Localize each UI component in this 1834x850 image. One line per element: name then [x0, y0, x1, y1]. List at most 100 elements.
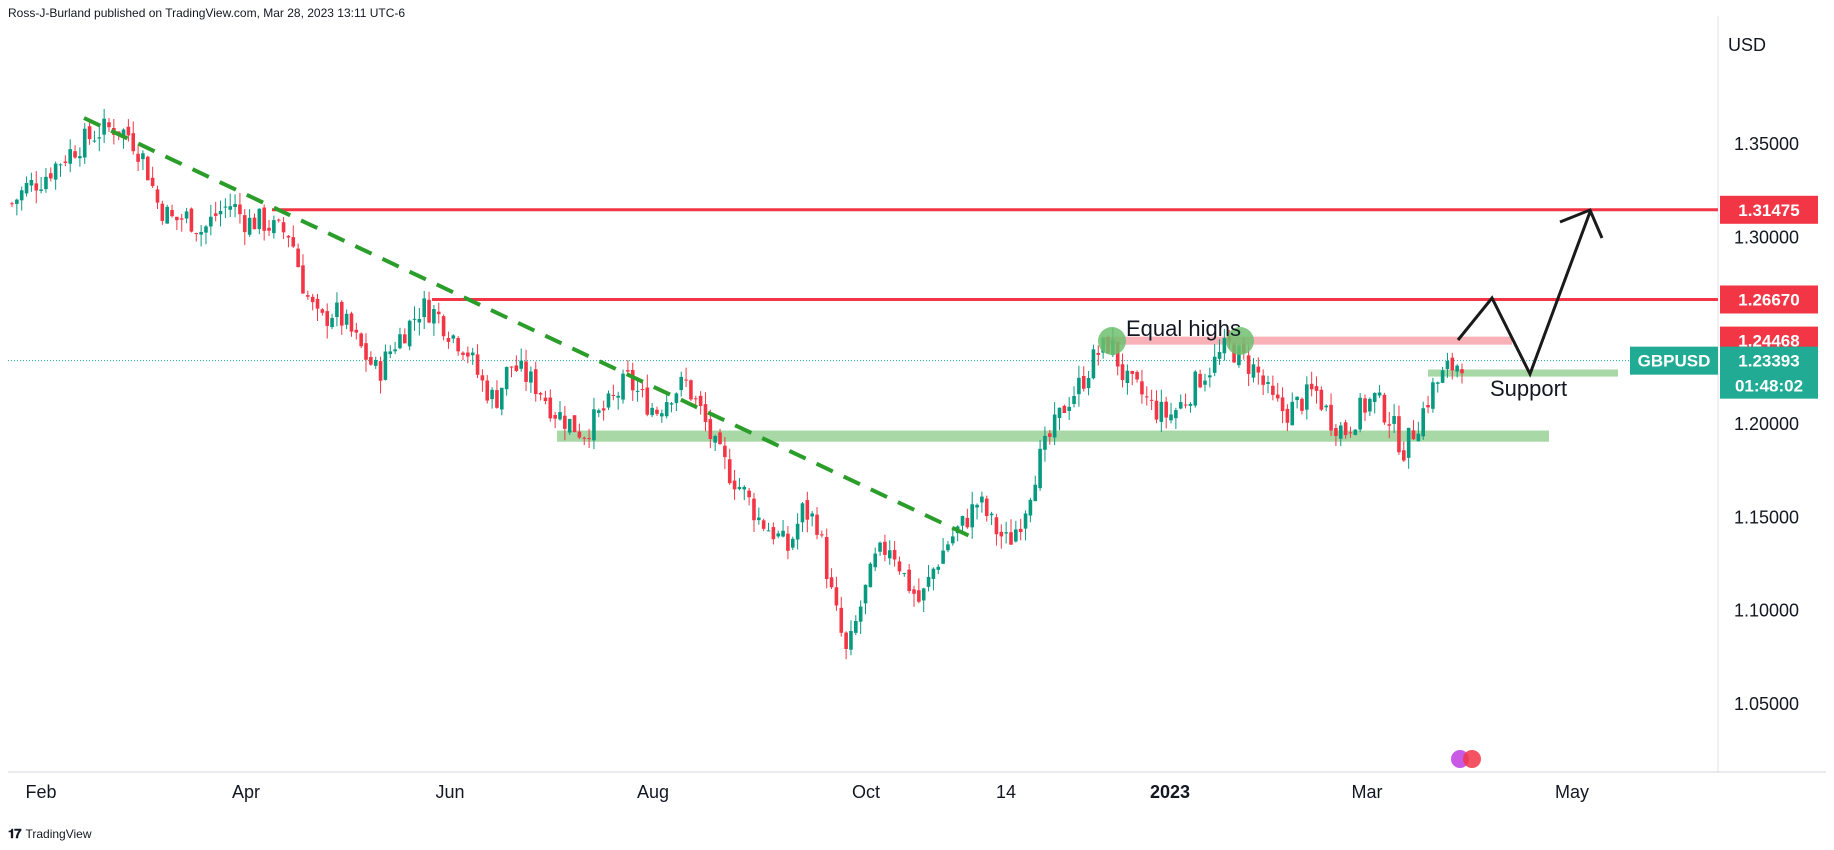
candle-body	[1305, 384, 1309, 410]
candle-body	[839, 607, 844, 633]
candle-body	[582, 437, 587, 439]
resistance-zone[interactable]	[1102, 336, 1512, 345]
candle-body	[878, 542, 882, 552]
candle-body	[155, 189, 160, 203]
candle-body	[165, 206, 169, 224]
symbol-tag[interactable]	[1630, 346, 1718, 375]
candle-body	[1178, 402, 1183, 409]
candle-body	[490, 389, 494, 400]
candle-body	[335, 302, 339, 318]
candle-body	[975, 504, 979, 508]
candle-body	[175, 216, 179, 221]
candle-body	[199, 232, 203, 235]
candle-body	[1169, 414, 1173, 421]
current-price-tag[interactable]	[1720, 346, 1818, 399]
candle-body	[48, 173, 53, 179]
candle-body	[330, 317, 334, 328]
candle-body	[558, 412, 562, 420]
candle-body	[1077, 377, 1081, 395]
candle-body	[1217, 352, 1222, 359]
candle-body	[19, 190, 24, 201]
price-tags[interactable]: 1.31475 1.26670 1.24468 GBPUSD 1.23393 01:48:…	[1630, 195, 1818, 399]
candle-body	[364, 343, 368, 360]
candle-body	[1028, 499, 1033, 516]
candle-body	[902, 573, 907, 575]
support-zone-near[interactable]	[1428, 369, 1618, 377]
candle-body	[873, 553, 878, 568]
candle-body	[1208, 375, 1212, 378]
equal-high-marker-2[interactable]	[1226, 327, 1254, 355]
candle-body	[446, 338, 451, 342]
candle-body	[417, 318, 422, 323]
candle-body	[747, 490, 751, 498]
candle-body	[242, 215, 247, 233]
candle-body	[1188, 403, 1193, 406]
candle-body	[499, 387, 504, 410]
candlestick-series[interactable]	[10, 108, 1464, 660]
candle-body	[1246, 355, 1251, 374]
candle-body	[480, 375, 485, 381]
candle-body	[1295, 396, 1299, 401]
candle-body	[1450, 357, 1455, 371]
x-tick-label: Mar	[1352, 782, 1383, 802]
candle-body	[427, 299, 431, 323]
candle-body	[1144, 396, 1149, 398]
candle-body	[1052, 414, 1057, 438]
candle-body	[689, 380, 693, 400]
price-tag-level[interactable]	[1720, 195, 1818, 224]
price-axis[interactable]: 1.35000 1.30000 1.20000 1.15000 1.10000 1.050…	[1734, 134, 1799, 714]
candle-body	[388, 351, 393, 355]
candle-body	[1198, 373, 1202, 388]
candle-body	[97, 137, 102, 139]
candle-body	[951, 536, 955, 544]
candle-body	[563, 415, 567, 429]
candle-body	[524, 361, 528, 382]
price-tag-level[interactable]	[1720, 285, 1818, 314]
candle-body	[1043, 435, 1047, 450]
candle-body	[354, 329, 359, 333]
candle-body	[170, 209, 174, 217]
candle-body	[1435, 382, 1440, 384]
candle-body	[1033, 484, 1038, 502]
y-tick-label: 1.30000	[1734, 227, 1799, 247]
candle-body	[616, 395, 620, 398]
candle-body	[577, 431, 582, 438]
equal-high-marker-1[interactable]	[1098, 327, 1126, 355]
candle-body	[485, 380, 490, 401]
candle-body	[776, 533, 781, 537]
candle-body	[63, 161, 68, 163]
x-tick-label: May	[1555, 782, 1589, 802]
candle-body	[713, 435, 717, 443]
currency-label: USD	[1728, 35, 1766, 55]
candle-body	[78, 156, 82, 159]
candle-body	[781, 530, 785, 537]
candle-body	[325, 311, 330, 326]
candle-body	[761, 520, 766, 529]
candle-body	[228, 206, 233, 210]
candle-body	[383, 351, 388, 380]
candle-body	[1411, 430, 1416, 440]
candle-body	[1212, 356, 1217, 373]
candle-body	[306, 295, 310, 297]
candle-body	[892, 549, 897, 560]
bar-countdown-label: 01:48:02	[1735, 377, 1803, 396]
candle-body	[611, 394, 616, 396]
projected-path-arrow[interactable]	[1456, 211, 1592, 378]
publisher-caption: Ross-J-Burland published on TradingView.…	[8, 6, 406, 20]
tradingview-footer[interactable]: 𝟏𝟕 TradingView	[8, 826, 92, 842]
tradingview-events-icon[interactable]	[1451, 750, 1481, 768]
candle-body	[800, 503, 805, 523]
candle-body	[645, 387, 650, 415]
candle-body	[301, 265, 305, 294]
candle-body	[858, 606, 863, 622]
candle-body	[999, 531, 1004, 537]
descending-trendline[interactable]	[83, 116, 977, 541]
candle-body	[102, 118, 106, 135]
candle-body	[403, 334, 407, 344]
candle-body	[766, 530, 771, 532]
time-axis[interactable]: Feb Apr Jun Aug Oct 14 2023 Mar May	[25, 782, 1589, 802]
candle-body	[1159, 401, 1164, 422]
current-price-label: 1.23393	[1738, 352, 1799, 371]
candle-body	[805, 500, 810, 520]
